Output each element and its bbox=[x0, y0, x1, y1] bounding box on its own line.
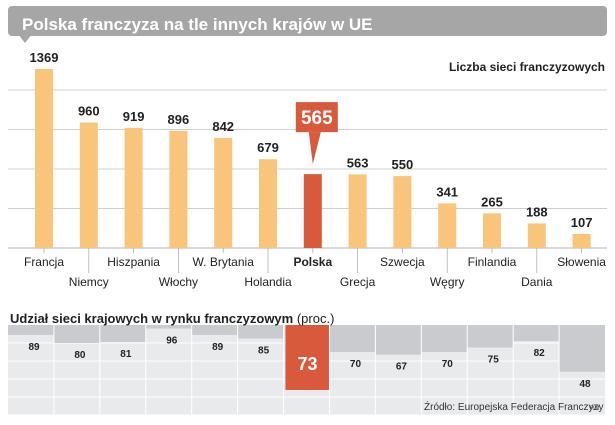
top-category-label: Słowenia bbox=[557, 255, 606, 269]
bottom-value-label: 85 bbox=[258, 346, 270, 357]
bottom-bar bbox=[145, 325, 192, 329]
bottom-value-label: 70 bbox=[442, 359, 454, 370]
top-value-label: 1369 bbox=[30, 50, 59, 65]
top-value-label: 563 bbox=[347, 155, 369, 170]
top-category-label: Dania bbox=[521, 275, 553, 289]
bottom-value-label: 73 bbox=[297, 354, 317, 374]
top-bar bbox=[124, 127, 143, 248]
bottom-panel: 89 80 81 96 89 85 73 70 67 70 75 82 48 bbox=[8, 324, 605, 416]
top-value-label: 679 bbox=[257, 140, 279, 155]
bottom-bar bbox=[99, 325, 146, 343]
top-category-label: Polska bbox=[293, 255, 332, 269]
top-bar bbox=[303, 174, 322, 248]
top-category-label: Francja bbox=[24, 255, 64, 269]
bottom-value-label: 82 bbox=[534, 348, 546, 359]
bottom-value-label: 75 bbox=[488, 355, 500, 366]
top-labels: Francja 1369 Niemcy 960 Hiszpania 919 Włochy 89… bbox=[24, 50, 606, 289]
top-category-label: Holandia bbox=[244, 275, 292, 289]
bottom-bar bbox=[53, 325, 100, 343]
top-bar bbox=[483, 213, 501, 248]
top-bar bbox=[438, 203, 457, 248]
top-category-label: Włochy bbox=[159, 275, 198, 289]
top-category-label: Finlandia bbox=[468, 255, 517, 269]
top-bar bbox=[259, 159, 277, 248]
top-value-label: 265 bbox=[481, 194, 503, 209]
bottom-chart-title: Udział sieci krajowych w rynku franczyzo… bbox=[10, 311, 334, 326]
highlight-callout-pointer bbox=[308, 132, 321, 165]
top-value-label: 565 bbox=[301, 108, 333, 129]
top-value-label: 341 bbox=[436, 184, 458, 199]
bottom-value-label: 89 bbox=[28, 342, 40, 353]
source-text: Źródło: Europejska Federacja Franczyzy bbox=[424, 400, 604, 413]
bottom-value-label: 70 bbox=[350, 359, 362, 370]
bottom-value-label: 81 bbox=[120, 349, 132, 360]
top-value-label: 919 bbox=[123, 109, 145, 124]
bottom-bar bbox=[559, 325, 605, 372]
bottom-bar bbox=[421, 325, 468, 352]
bottom-bar bbox=[467, 325, 514, 348]
top-bars bbox=[35, 69, 591, 248]
top-value-label: 896 bbox=[168, 112, 190, 127]
bottom-bar bbox=[191, 325, 238, 335]
bottom-bar bbox=[329, 325, 376, 352]
bottom-value-label: 89 bbox=[212, 342, 224, 353]
bottom-bar bbox=[237, 325, 284, 339]
top-value-label: 842 bbox=[212, 119, 234, 134]
top-value-label: 107 bbox=[571, 215, 593, 230]
top-bar bbox=[79, 122, 98, 248]
top-category-label: Grecja bbox=[340, 275, 376, 289]
top-category-label: Szwecja bbox=[380, 255, 425, 269]
highlight-callout bbox=[295, 102, 338, 133]
bottom-bar bbox=[8, 325, 54, 335]
top-value-label: 550 bbox=[392, 157, 414, 172]
bottom-highlight-bar bbox=[285, 325, 330, 390]
bottom-bar bbox=[513, 325, 560, 342]
top-value-label: 188 bbox=[526, 204, 548, 219]
bottom-value-label: 96 bbox=[166, 336, 178, 347]
top-category-label: Węgry bbox=[430, 275, 465, 289]
top-ylabel: Liczba sieci franczyzowych bbox=[449, 60, 605, 74]
top-bar bbox=[169, 130, 188, 248]
bottom-title-unit: (proc.) bbox=[296, 311, 335, 326]
top-category-label: Niemcy bbox=[69, 275, 109, 289]
top-bar bbox=[348, 174, 367, 248]
bottom-value-label: 80 bbox=[74, 350, 86, 361]
title-pointer bbox=[18, 34, 32, 43]
top-bar bbox=[527, 223, 546, 248]
top-value-label: 960 bbox=[78, 103, 100, 118]
top-bar bbox=[214, 137, 233, 248]
top-category-label: Hiszpania bbox=[107, 255, 160, 269]
title-banner: Polska franczyza na tle innych krajów w … bbox=[8, 6, 607, 36]
bottom-value-label: 67 bbox=[396, 362, 408, 373]
bottom-bar bbox=[375, 325, 422, 355]
credit-text: RM bbox=[590, 406, 599, 412]
bottom-title-bold: Udział sieci krajowych w rynku franczyzo… bbox=[10, 311, 294, 326]
top-category-label: W. Brytania bbox=[193, 255, 255, 269]
bottom-value-label: 48 bbox=[580, 379, 592, 390]
chart-title: Polska franczyza na tle innych krajów w … bbox=[22, 15, 373, 34]
top-bar bbox=[35, 69, 53, 248]
top-bar bbox=[572, 234, 591, 248]
top-bar bbox=[393, 176, 412, 248]
